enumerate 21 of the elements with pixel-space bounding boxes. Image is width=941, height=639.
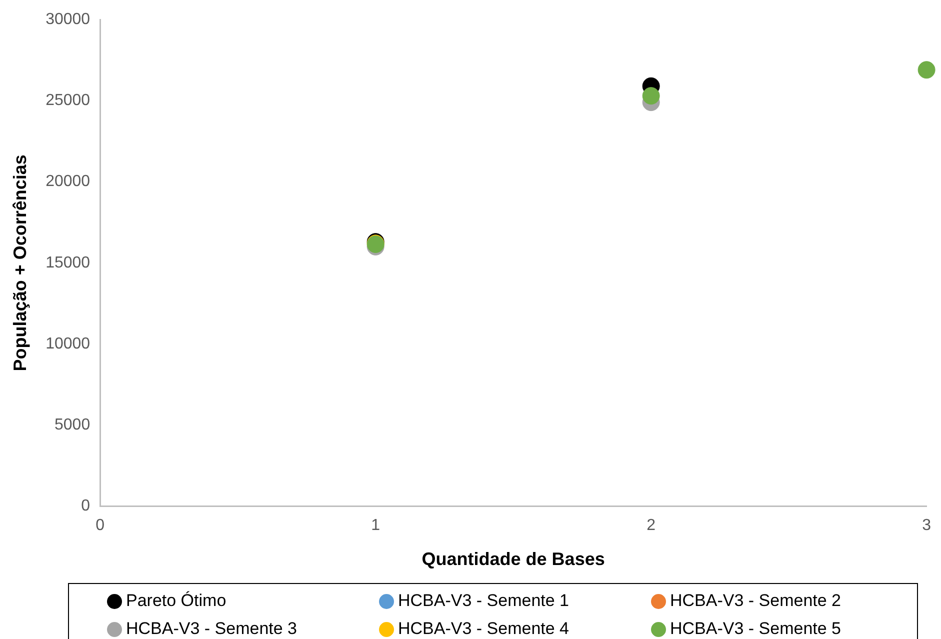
point — [918, 61, 936, 79]
y-axis-title: População + Ocorrências — [10, 154, 30, 372]
legend-label: HCBA-V3 - Semente 4 — [398, 619, 570, 639]
legend-label: Pareto Ótimo — [126, 591, 226, 611]
legend-label: HCBA-V3 - Semente 2 — [670, 591, 842, 611]
legend-label: HCBA-V3 - Semente 1 — [398, 591, 570, 611]
legend-label: HCBA-V3 - Semente 5 — [670, 619, 842, 639]
y-tick-label: 10000 — [46, 335, 90, 352]
x-tick-label: 0 — [96, 517, 105, 534]
x-tick-label: 1 — [371, 517, 380, 534]
x-tick-label: 2 — [646, 517, 656, 534]
legend-label: HCBA-V3 - Semente 3 — [126, 619, 298, 639]
x-tick-label: 3 — [922, 517, 932, 534]
y-tick-label: 0 — [81, 498, 90, 515]
y-tick-label: 25000 — [46, 92, 90, 110]
y-tick-label: 30000 — [46, 11, 90, 28]
point — [642, 87, 660, 105]
y-tick-label: 15000 — [46, 254, 90, 272]
x-axis-title: Quantidade de Bases — [422, 549, 605, 570]
y-tick-label: 5000 — [54, 416, 90, 434]
y-tick-label: 20000 — [46, 173, 90, 190]
